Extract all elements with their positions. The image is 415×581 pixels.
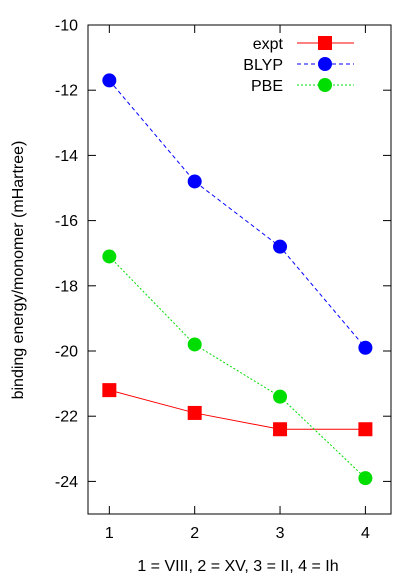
x-tick-label: 1 — [105, 525, 114, 542]
data-point-blyp — [273, 239, 288, 254]
y-axis-title: binding energy/monomer (mHartree) — [10, 141, 27, 400]
legend-item-pbe: PBE — [251, 78, 354, 95]
x-axis: 1 2 3 4 — [105, 25, 370, 542]
series-line-expt — [109, 389, 366, 430]
legend-marker-pbe — [318, 78, 332, 92]
data-point-pbe — [358, 471, 373, 486]
y-tick-label: -16 — [55, 213, 78, 230]
data-point-expt — [273, 422, 288, 437]
y-tick-label: -12 — [55, 83, 78, 100]
y-tick-label: -20 — [55, 344, 78, 361]
legend-marker-expt — [318, 36, 332, 50]
data-point-pbe — [102, 249, 117, 264]
legend-label-blyp: BLYP — [243, 57, 283, 74]
x-tick-label: 3 — [276, 525, 285, 542]
plot-frame — [87, 24, 392, 515]
data-point-pbe — [187, 337, 202, 352]
series-blyp — [102, 73, 373, 355]
x-tick-label: 4 — [361, 525, 370, 542]
y-axis: -10 -12 -14 -16 -18 -20 -22 -24 — [55, 18, 391, 491]
legend-item-blyp: BLYP — [243, 57, 354, 74]
data-point-blyp — [358, 340, 373, 355]
x-tick-label: 2 — [190, 525, 199, 542]
series-pbe — [102, 249, 373, 486]
y-tick-label: -22 — [55, 409, 78, 426]
series-layer — [102, 73, 373, 486]
y-tick-label: -10 — [55, 18, 78, 35]
data-point-blyp — [187, 174, 202, 189]
x-axis-title: 1 = VIII, 2 = XV, 3 = II, 4 = Ih — [137, 558, 338, 575]
data-point-blyp — [102, 73, 117, 88]
series-line-pbe — [108, 256, 366, 479]
legend-marker-blyp — [318, 57, 332, 71]
y-tick-label: -18 — [55, 278, 78, 295]
data-point-pbe — [273, 389, 288, 404]
legend-label-pbe: PBE — [251, 78, 283, 95]
legend-label-expt: expt — [253, 36, 284, 53]
legend-item-expt: expt — [253, 36, 354, 53]
y-tick-label: -24 — [55, 474, 78, 491]
y-tick-label: -14 — [55, 148, 78, 165]
series-expt — [102, 383, 373, 437]
data-point-expt — [187, 405, 202, 420]
legend: expt BLYP PBE — [243, 36, 354, 95]
data-point-expt — [358, 422, 373, 437]
data-point-expt — [102, 383, 117, 398]
series-line-blyp — [108, 80, 366, 349]
